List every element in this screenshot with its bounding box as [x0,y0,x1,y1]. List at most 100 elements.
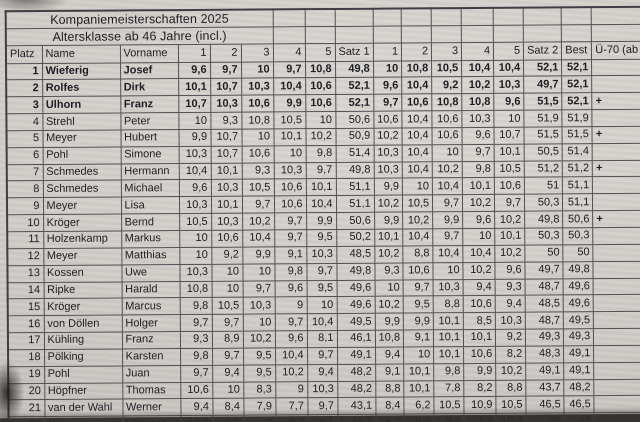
cell-best: 51,1 [562,193,593,212]
cell-name: Pohl [42,146,121,165]
cell-name: Strehl [42,113,121,131]
cell-score: 9,7 [212,348,244,366]
cell-platz: 8 [6,180,43,199]
cell-score: 10,4 [178,162,211,181]
cell-score: 10,2 [432,161,463,179]
cell-satz2: 49,7 [525,261,564,279]
cell-satz1: 50,6 [336,212,375,230]
cell-score: 9,6 [493,93,524,111]
cell-name: Pölking [44,348,123,367]
cell-satz2: 51,2 [524,160,563,178]
cell-u70 [593,362,640,380]
empty-cell [334,8,373,27]
column-header: 4 [272,44,306,62]
cell-best: 52,1 [562,92,593,110]
cell-vorname: Holger [121,314,180,333]
empty-cell [272,9,305,28]
cell-satz2: 50,3 [524,227,564,245]
cell-u70 [593,345,640,363]
cell-score: 9,2 [211,246,243,265]
cell-satz2: 50,3 [524,194,563,212]
cell-name: Höpfner [44,382,123,400]
cell-vorname: Simone [120,146,179,164]
cell-score: 10,3 [495,312,526,330]
cell-vorname: Karsten [122,348,181,366]
empty-cell [561,24,592,43]
cell-score: 9,1 [274,246,307,264]
cell-score: 9,2 [431,76,462,95]
empty-cell [461,25,494,43]
cell-score: 10,1 [273,128,306,146]
cell-satz2: 43,7 [525,379,565,397]
cell-score: 9,8 [433,363,464,381]
cell-vorname: Lisa [120,196,180,215]
cell-score: 9,9 [242,246,275,264]
cell-satz2: 52,1 [523,59,562,77]
cell-u70: + [592,126,640,144]
cell-score: 10,6 [305,94,336,112]
cell-score: 9,7 [179,314,212,332]
cell-score: 10 [306,296,337,314]
cell-score: 10,1 [403,380,434,398]
column-header: Satz 2 [523,42,562,60]
cell-score: 8,8 [402,245,434,263]
cell-score: 10,3 [461,110,495,128]
cell-score: 9,6 [274,280,307,298]
cell-score: 10,1 [494,228,525,246]
column-header: 1 [177,44,211,63]
cell-score: 9,7 [306,263,337,281]
cell-u70 [591,75,640,93]
cell-satz1: 50,6 [335,111,374,129]
cell-satz1: 48,2 [337,363,376,382]
cell-name: Meyer [42,197,122,215]
cell-satz2: 51 [524,177,563,195]
empty-cell [591,24,640,43]
cell-score: 10,3 [179,264,212,282]
cell-score: 10 [493,110,525,128]
cell-score: 10 [242,314,275,332]
cell-best: 49,3 [563,328,594,346]
cell-score: 10,6 [180,381,213,399]
cell-score: 10,5 [431,60,462,78]
cell-score: 10,1 [433,312,464,330]
empty-cell [304,8,335,27]
cell-score: 10,1 [305,178,336,196]
column-header: Satz 1 [334,43,374,62]
cell-score: 8,1 [306,330,338,348]
cell-score: 9 [274,297,307,315]
cell-vorname: Peter [120,112,179,130]
bottom-left-shadow [0,350,30,422]
column-header: 2 [209,44,242,62]
empty-cell [272,26,305,45]
empty-cell [591,6,640,25]
cell-score: 10 [373,60,402,78]
column-header: Name [41,45,121,64]
cell-vorname: Marcus [121,297,180,316]
cell-satz1: 51,4 [335,144,374,163]
column-header: 3 [431,42,462,61]
cell-score: 10,1 [463,329,496,347]
cell-score: 10,4 [305,195,337,213]
cell-score: 10,5 [402,195,433,213]
cell-score: 9,9 [306,212,337,230]
cell-best: 49,1 [563,345,594,363]
cell-best: 51,1 [562,177,593,195]
cell-score: 9,6 [495,261,526,279]
cell-platz: 12 [7,248,44,266]
cell-vorname: Markus [121,230,180,248]
empty-cell [431,25,462,44]
cell-score: 10,4 [462,245,496,263]
cell-name: Pohl [44,365,123,384]
cell-score: 9,6 [462,211,495,229]
cell-score: 9,7 [210,61,242,79]
cell-score: 10,2 [374,245,404,263]
cell-score: 10,3 [242,297,275,315]
cell-score: 9,6 [274,330,308,348]
cell-score: 10,4 [273,78,306,96]
cell-score: 9,7 [305,162,336,180]
cell-score: 10,5 [241,179,274,197]
cell-best: 50,3 [562,227,594,245]
empty-cell [493,7,524,26]
cell-score: 9,6 [178,179,211,197]
